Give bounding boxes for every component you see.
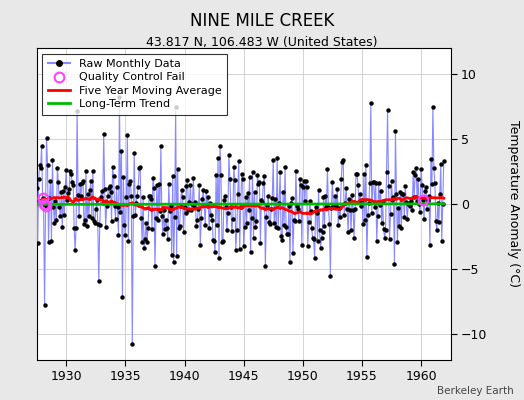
Text: Berkeley Earth: Berkeley Earth	[437, 386, 514, 396]
Y-axis label: Temperature Anomaly (°C): Temperature Anomaly (°C)	[507, 120, 520, 288]
Legend: Raw Monthly Data, Quality Control Fail, Five Year Moving Average, Long-Term Tren: Raw Monthly Data, Quality Control Fail, …	[42, 54, 227, 115]
Text: 43.817 N, 106.483 W (United States): 43.817 N, 106.483 W (United States)	[146, 36, 378, 49]
Text: NINE MILE CREEK: NINE MILE CREEK	[190, 12, 334, 30]
